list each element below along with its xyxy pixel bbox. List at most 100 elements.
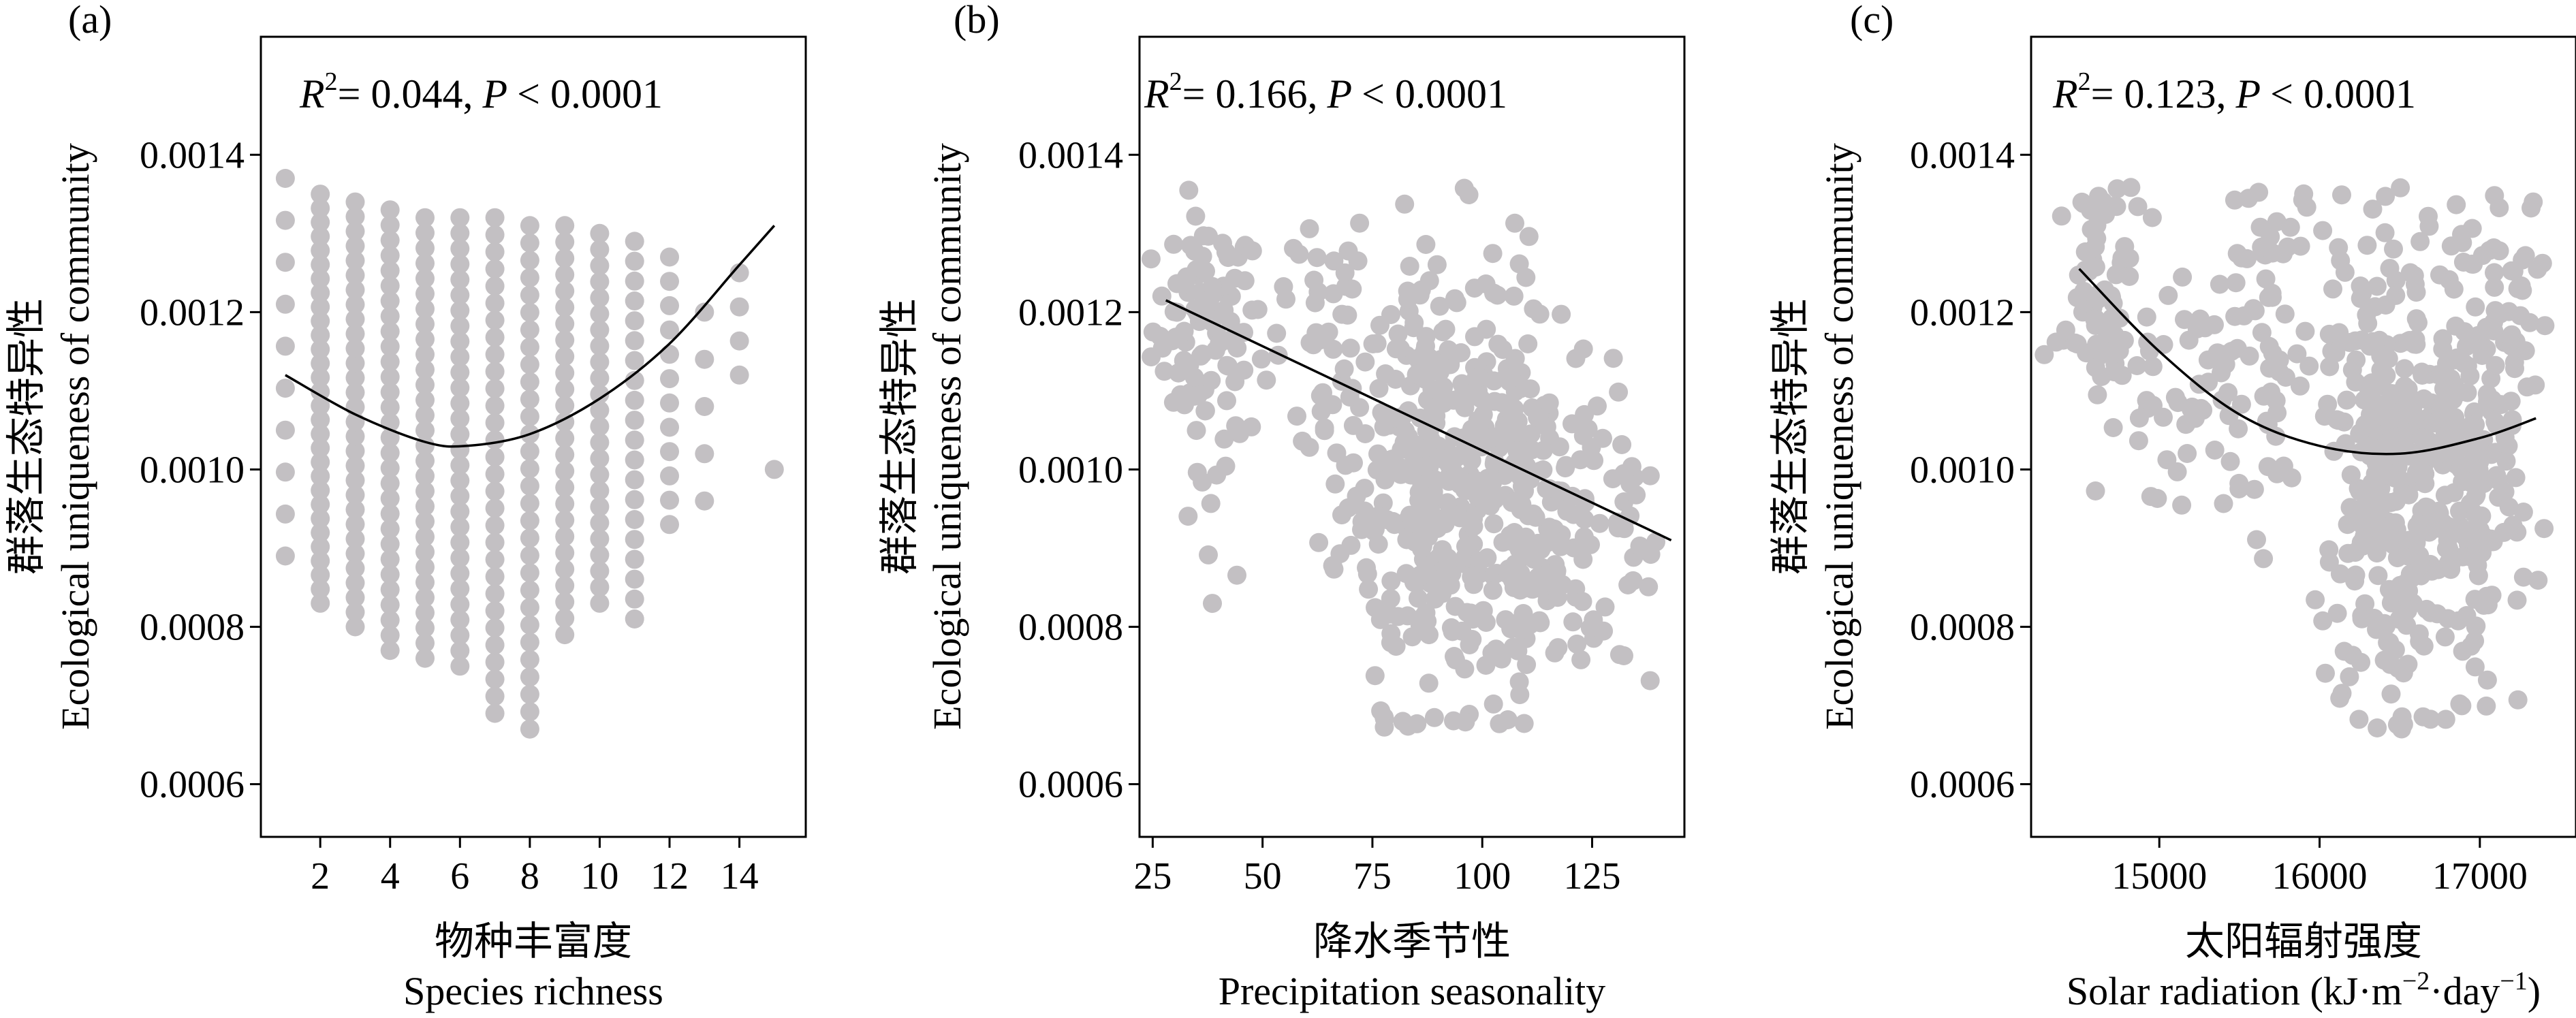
data-point [2141, 487, 2161, 507]
data-point [1520, 379, 1540, 399]
data-point [380, 337, 400, 356]
data-point [555, 249, 575, 268]
data-point [1398, 289, 1417, 309]
data-point [1458, 536, 1477, 556]
data-point [450, 517, 470, 537]
data-point [2332, 185, 2351, 205]
data-point [2526, 375, 2545, 395]
data-point [2461, 636, 2481, 656]
data-point [415, 375, 435, 395]
data-point [1573, 592, 1592, 611]
data-point [1426, 406, 1446, 426]
data-point [1178, 507, 1198, 526]
data-point [1381, 305, 1400, 324]
data-point [625, 490, 644, 509]
data-point [2496, 451, 2516, 471]
x-tick-label: 17000 [2432, 855, 2528, 897]
data-point [2035, 345, 2054, 364]
y-label-cn-a: 群落生态特异性 [3, 298, 49, 575]
data-point [2535, 316, 2555, 336]
data-point [485, 686, 505, 706]
data-point [2430, 503, 2449, 523]
data-point [590, 432, 610, 452]
data-point [520, 684, 539, 704]
data-point [380, 398, 400, 417]
data-point [1518, 334, 1538, 353]
data-point [415, 618, 435, 638]
data-point [2452, 225, 2471, 244]
r2-label-b: R [1144, 71, 1169, 116]
data-point [1488, 334, 1508, 354]
data-point [555, 428, 575, 448]
data-point [2086, 237, 2105, 257]
data-point [380, 625, 400, 645]
plot-frame-b [1138, 35, 1686, 838]
data-point [415, 223, 435, 242]
y-tick-label: 0.0010 [140, 449, 245, 491]
data-point [450, 456, 470, 475]
data-point [2154, 407, 2173, 427]
data-point [311, 481, 330, 500]
data-point [2494, 522, 2513, 542]
data-point [450, 409, 470, 428]
data-point [1381, 571, 1401, 591]
y-tick-label: 0.0006 [140, 764, 245, 806]
x-axis-ticks-c: 15000 16000 17000 [2111, 837, 2528, 897]
data-point [2225, 306, 2245, 326]
data-point [764, 460, 784, 479]
data-point [2447, 195, 2466, 214]
r2-superscript-c: 2 [2078, 67, 2091, 96]
data-point [2337, 390, 2357, 410]
panel-label-b: (b) [954, 0, 1000, 42]
data-point [415, 603, 435, 622]
x-tick-label: 16000 [2272, 855, 2368, 897]
x-tick-label: 12 [650, 855, 689, 897]
data-point [2340, 498, 2360, 518]
data-point [1227, 338, 1247, 358]
data-point [2244, 479, 2264, 499]
data-point [1438, 559, 1458, 579]
data-point [380, 458, 400, 478]
data-point [1612, 435, 1632, 454]
data-point [2266, 358, 2286, 378]
data-point [345, 338, 365, 358]
data-point [1537, 564, 1556, 584]
data-point [2245, 301, 2265, 321]
y-label-cn-b: 群落生态特异性 [876, 298, 922, 575]
data-point [660, 369, 679, 389]
data-point [2439, 405, 2459, 425]
data-point [1424, 707, 1444, 727]
data-point [2088, 385, 2107, 404]
data-point [1416, 558, 1436, 578]
data-point [485, 396, 505, 415]
data-point [275, 462, 295, 482]
data-point [1289, 244, 1309, 264]
data-point [1541, 519, 1560, 539]
data-point [2105, 362, 2124, 382]
data-point [1355, 424, 1375, 443]
data-point [1573, 339, 1593, 359]
data-point [625, 251, 644, 271]
data-point [1433, 322, 1453, 342]
data-point [345, 251, 365, 270]
data-point [695, 491, 714, 511]
data-point [311, 297, 330, 317]
x-tick-label: 50 [1244, 855, 1282, 897]
data-point [2410, 232, 2430, 251]
data-point [520, 320, 539, 340]
data-point [1324, 251, 1344, 271]
data-point [450, 362, 470, 382]
data-point [275, 336, 295, 356]
data-point [311, 439, 330, 458]
data-point [311, 325, 330, 345]
data-point [555, 298, 575, 317]
data-point [311, 353, 330, 373]
data-point [1468, 381, 1488, 401]
data-point [450, 254, 470, 274]
data-point [1267, 323, 1287, 343]
data-point [2381, 684, 2401, 704]
data-point [2468, 566, 2488, 586]
r2-value-c: = 0.123, [2091, 71, 2227, 116]
data-point [555, 526, 575, 546]
